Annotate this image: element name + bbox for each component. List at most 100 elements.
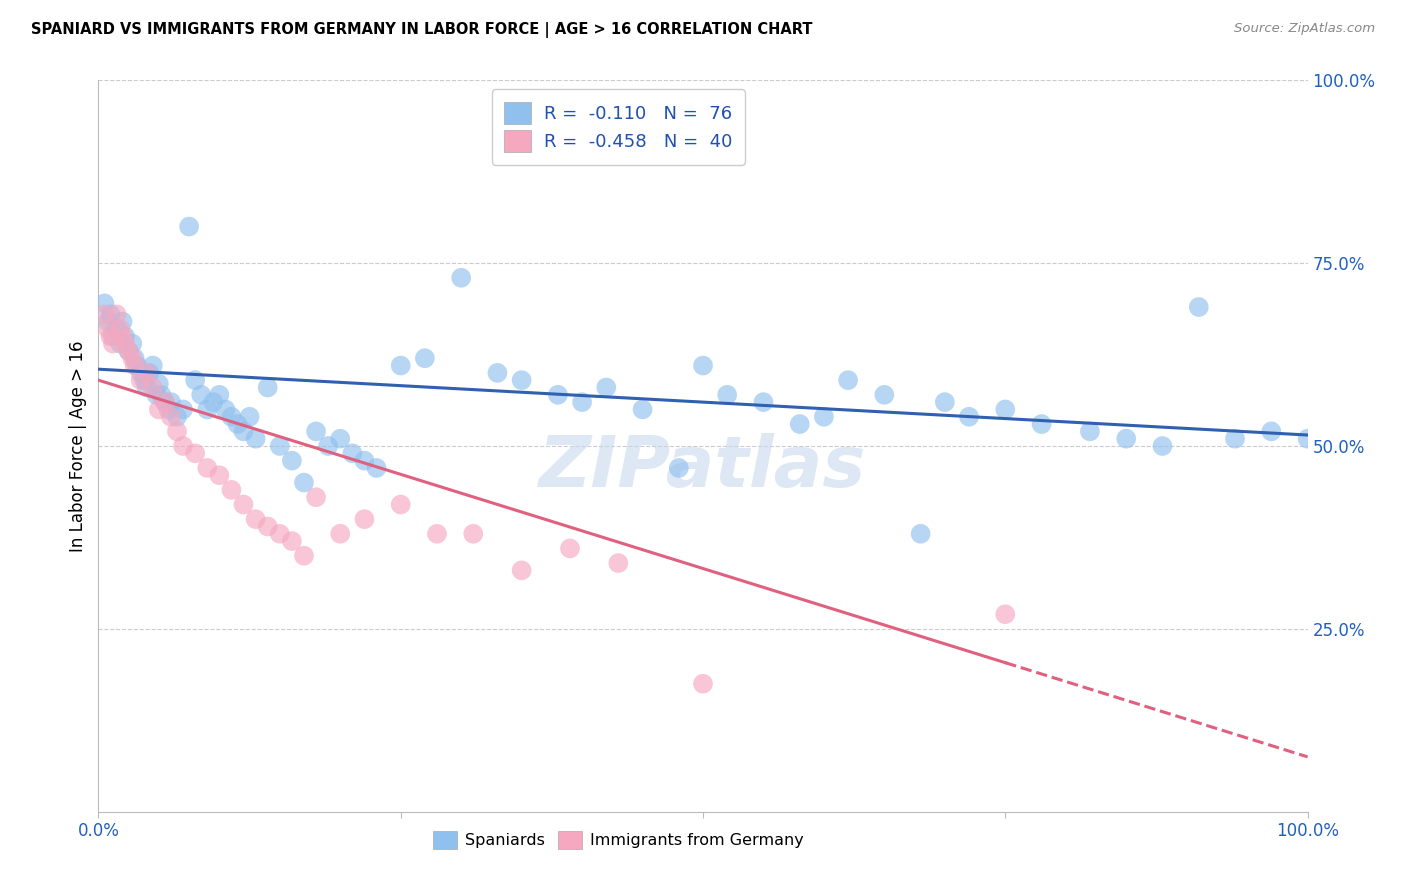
Point [1031,417,1053,431]
Point [195,402,218,417]
Point [184,373,207,387]
Point [172,439,194,453]
Point [208,388,231,402]
Point [1296,432,1319,446]
Point [129,373,152,387]
Point [342,446,364,460]
Point [148,376,170,391]
Point [221,409,243,424]
Point [486,366,509,380]
Point [692,676,714,690]
Point [305,490,328,504]
Point [179,219,201,234]
Point [510,373,533,387]
Point [105,322,128,336]
Point [957,409,980,424]
Point [752,395,775,409]
Text: SPANIARD VS IMMIGRANTS FROM GERMANY IN LABOR FORCE | AGE > 16 CORRELATION CHART: SPANIARD VS IMMIGRANTS FROM GERMANY IN L… [31,22,813,38]
Point [837,373,859,387]
Point [994,607,1017,622]
Point [142,380,165,394]
Point [118,343,141,358]
Point [142,359,165,373]
Text: Source: ZipAtlas.com: Source: ZipAtlas.com [1234,22,1375,36]
Point [256,519,278,533]
Point [127,359,149,373]
Point [190,388,212,402]
Y-axis label: In Labor Force | Age > 16: In Labor Force | Age > 16 [69,340,87,552]
Point [184,446,207,460]
Point [101,336,124,351]
Point [138,366,160,380]
Point [1078,425,1101,439]
Point [148,402,170,417]
Point [100,307,122,321]
Point [558,541,581,556]
Point [114,329,136,343]
Point [353,512,375,526]
Point [226,417,249,431]
Point [692,359,714,373]
Point [121,351,143,366]
Point [111,315,134,329]
Point [118,343,141,358]
Point [353,453,375,467]
Point [426,526,449,541]
Point [329,526,352,541]
Point [121,336,143,351]
Point [269,526,291,541]
Point [292,475,315,490]
Point [389,359,412,373]
Point [114,336,136,351]
Point [873,388,896,402]
Point [208,468,231,483]
Point [232,498,254,512]
Point [510,563,533,577]
Point [316,439,339,453]
Point [93,307,115,321]
Point [1188,300,1211,314]
Point [631,402,654,417]
Point [813,409,835,424]
Point [129,366,152,380]
Point [105,307,128,321]
Point [245,512,267,526]
Text: ZIPatlas: ZIPatlas [540,434,866,502]
Point [245,432,267,446]
Point [463,526,485,541]
Point [101,329,124,343]
Point [108,322,131,336]
Point [571,395,593,409]
Point [232,425,254,439]
Point [366,461,388,475]
Point [789,417,811,431]
Point [108,336,131,351]
Point [100,329,122,343]
Point [305,425,328,439]
Point [124,359,146,373]
Point [934,395,956,409]
Point [281,534,304,549]
Point [134,373,156,387]
Point [160,409,183,424]
Point [292,549,315,563]
Point [145,388,167,402]
Point [269,439,291,453]
Point [450,270,472,285]
Point [166,425,188,439]
Point [281,453,304,467]
Point [607,556,630,570]
Point [910,526,932,541]
Point [172,402,194,417]
Point [1223,432,1246,446]
Point [256,380,278,394]
Point [135,366,157,380]
Point [157,402,180,417]
Point [97,315,120,329]
Point [135,380,157,394]
Point [1260,425,1282,439]
Point [160,395,183,409]
Point [413,351,436,366]
Point [214,402,236,417]
Point [994,402,1017,417]
